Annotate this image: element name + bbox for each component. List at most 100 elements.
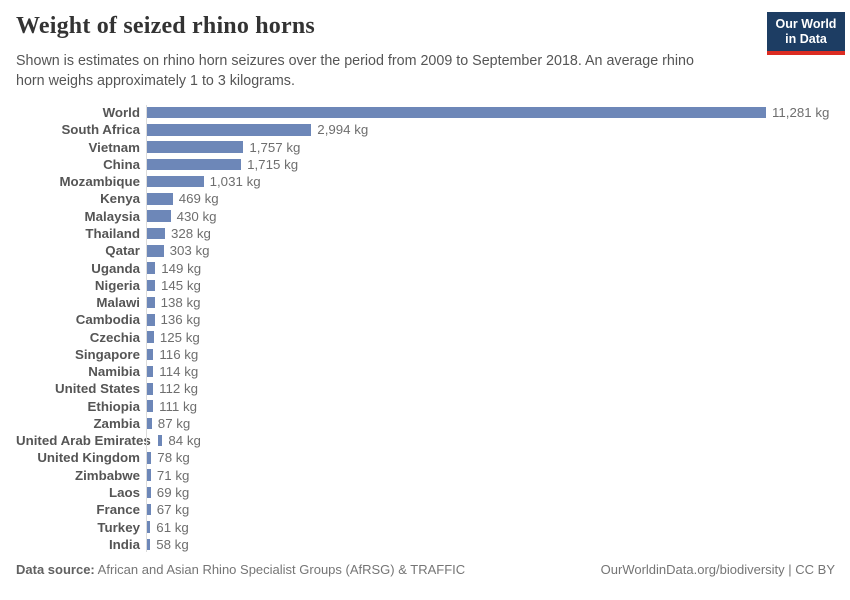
bar[interactable] [147, 331, 154, 343]
category-label: Czechia [89, 329, 140, 345]
bar[interactable] [147, 175, 204, 188]
value-label: 1,757 kg [249, 139, 301, 155]
footer-link[interactable]: OurWorldinData.org/biodiversity | CC BY [600, 562, 835, 577]
bar-chart: World 11,281 kg South Africa 2,994 kg Vi… [16, 104, 836, 553]
bar[interactable] [147, 400, 154, 412]
bar[interactable] [147, 383, 154, 395]
bar[interactable] [147, 521, 151, 533]
value-label: 1,715 kg [247, 156, 299, 172]
category-label: United Arab Emirates [16, 433, 151, 449]
value-label: 58 kg [156, 536, 189, 552]
bar-row: Zimbabwe 71 kg [16, 467, 836, 484]
data-source-label: Data source: [16, 562, 95, 577]
bar[interactable] [147, 469, 151, 481]
bar[interactable] [147, 262, 156, 274]
value-label: 303 kg [169, 243, 210, 259]
category-label: Singapore [74, 346, 140, 362]
value-label: 138 kg [160, 295, 201, 311]
value-label: 328 kg [171, 225, 211, 241]
bar[interactable] [147, 210, 171, 222]
bar-row: France 67 kg [16, 501, 836, 518]
value-label: 430 kg [176, 208, 217, 224]
bar[interactable] [147, 348, 154, 361]
category-label: Laos [108, 484, 140, 500]
bar-row: India 58 kg [16, 536, 836, 553]
value-label: 112 kg [159, 381, 199, 397]
value-label: 84 kg [168, 433, 201, 449]
bar-row: Malawi 138 kg [16, 294, 836, 311]
bar-row: Turkey 61 kg [16, 518, 836, 535]
bar[interactable] [147, 486, 151, 499]
bar-row: Kenya 469 kg [16, 190, 836, 207]
bar-row: United States 112 kg [16, 380, 836, 397]
value-label: 136 kg [160, 312, 201, 328]
bar[interactable] [147, 296, 155, 309]
bar-row: China 1,715 kg [16, 156, 836, 173]
bar[interactable] [147, 538, 151, 551]
bar[interactable] [147, 365, 154, 378]
bar[interactable] [147, 124, 312, 136]
bar[interactable] [147, 279, 155, 292]
value-label: 125 kg [159, 329, 200, 345]
value-label: 149 kg [161, 260, 202, 276]
bar[interactable] [147, 106, 766, 119]
bar-row: Uganda 149 kg [16, 259, 836, 276]
bar[interactable] [157, 434, 163, 447]
value-label: 87 kg [157, 415, 191, 431]
category-label: France [96, 502, 140, 518]
value-label: 469 kg [178, 191, 219, 207]
category-label: Vietnam [88, 139, 141, 155]
category-label: Zimbabwe [74, 467, 140, 483]
bar-row: Mozambique 1,031 kg [16, 173, 836, 190]
page-subtitle: Shown is estimates on rhino horn seizure… [16, 53, 694, 90]
bar[interactable] [147, 158, 242, 171]
bar[interactable] [147, 227, 165, 240]
bar-row: Namibia 114 kg [16, 363, 836, 380]
category-label: Mozambique [59, 174, 140, 190]
value-label: 78 kg [157, 450, 190, 466]
category-label: Cambodia [75, 312, 140, 328]
category-label: Malawi [96, 295, 140, 311]
value-label: 69 kg [156, 484, 190, 500]
bar-row: Ethiopia 111 kg [16, 398, 836, 415]
bar-row: Nigeria 145 kg [16, 277, 836, 294]
bar[interactable] [147, 141, 244, 153]
bar-row: Laos 69 kg [16, 484, 836, 501]
value-label: 2,994 kg [317, 122, 369, 138]
category-label: Turkey [97, 519, 140, 535]
category-label: World [102, 105, 140, 121]
chart-rows: World 11,281 kg South Africa 2,994 kg Vi… [16, 104, 836, 553]
category-label: Kenya [100, 191, 140, 207]
category-label: India [108, 536, 140, 552]
bar[interactable] [147, 193, 173, 205]
page-title: Weight of seized rhino horns [16, 13, 315, 39]
category-label: Nigeria [94, 277, 140, 293]
category-label: Uganda [91, 260, 140, 276]
category-label: South Africa [61, 122, 140, 138]
bar[interactable] [147, 503, 151, 516]
bar[interactable] [147, 314, 155, 326]
bar[interactable] [147, 452, 152, 464]
bar-row: Malaysia 430 kg [16, 208, 836, 225]
bar[interactable] [147, 245, 164, 257]
bar-row: Qatar 303 kg [16, 242, 836, 259]
category-label: Malaysia [84, 208, 140, 224]
category-label: United Kingdom [37, 450, 140, 466]
data-source: Data source: African and Asian Rhino Spe… [16, 562, 465, 577]
category-label: China [103, 156, 140, 172]
category-label: Namibia [88, 364, 140, 380]
bar-row: South Africa 2,994 kg [16, 121, 836, 138]
value-label: 67 kg [156, 502, 190, 518]
owid-logo[interactable]: Our World in Data [767, 12, 845, 55]
bar[interactable] [147, 417, 152, 430]
category-label: Thailand [85, 225, 140, 241]
bar-row: United Kingdom 78 kg [16, 449, 836, 466]
bar-row: Thailand 328 kg [16, 225, 836, 242]
value-label: 11,281 kg [772, 105, 830, 121]
value-label: 61 kg [156, 519, 189, 535]
bar-row: World 11,281 kg [16, 104, 836, 121]
bar-row: Zambia 87 kg [16, 415, 836, 432]
footer: Data source: African and Asian Rhino Spe… [16, 562, 835, 577]
bar-row: Singapore 116 kg [16, 346, 836, 363]
